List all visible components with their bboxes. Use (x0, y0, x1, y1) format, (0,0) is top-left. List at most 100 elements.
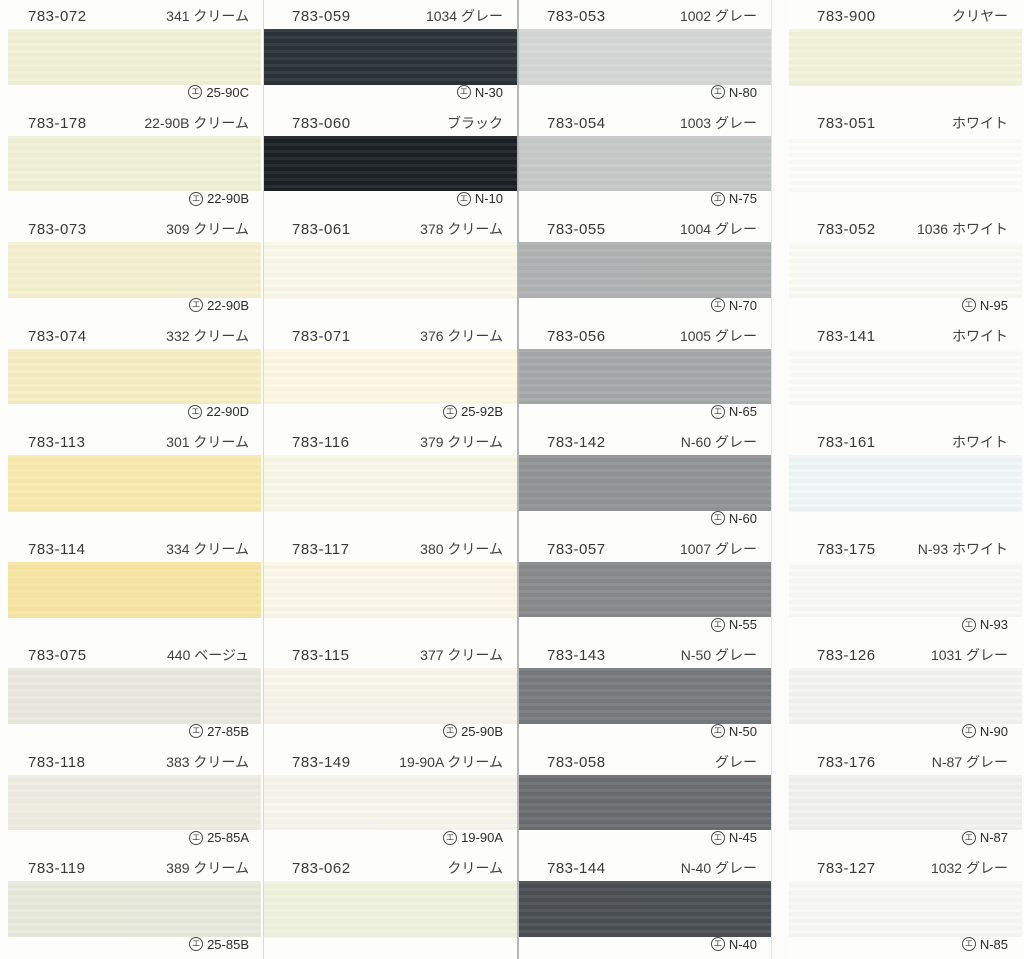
swatch-cell: 783-161ホワイトエ (789, 426, 1022, 533)
swatch-cell: 783-073 309 クリームエ 22-90B (0, 213, 263, 320)
swatch-grade-label: エ 19-90A (264, 830, 517, 852)
swatch-cell: 783-051ホワイトエ (789, 107, 1022, 214)
grade-code: N-60 (728, 510, 757, 526)
swatch-cell-header: 783-052 1036 ホワイト (789, 213, 1022, 242)
grade-code: 25-90C (206, 84, 249, 100)
swatch-cell: 783-052 1036 ホワイトエ N-95 (789, 213, 1022, 320)
swatch-code: 783-114 (28, 540, 86, 558)
circled-e-mark-icon: エ (188, 404, 203, 419)
swatch-cell: 783-059 1034 グレーエ N-30 (264, 0, 517, 107)
swatch-cell-header: 783-059 1034 グレー (264, 0, 517, 29)
grade-code: N-95 (979, 297, 1008, 313)
swatch-cell: 783-119 389 クリームエ 25-85B (0, 852, 263, 959)
swatch-code: 783-057 (547, 540, 606, 558)
swatch-grade-label: エ N-50 (519, 724, 771, 746)
swatch-code: 783-175 (817, 540, 876, 558)
swatch-color-name: 1034 グレー (425, 8, 503, 24)
swatch-grade-label: エ N-55 (519, 617, 771, 639)
circled-e-mark-icon: エ (456, 85, 471, 99)
swatch-grade-label: エ 25-90B (264, 724, 517, 746)
grade-code: N-75 (728, 191, 757, 206)
grade-code: N-40 (728, 936, 757, 952)
swatch-cell-header: 783-073 309 クリーム (0, 213, 263, 242)
swatch-code: 783-149 (292, 753, 351, 771)
grade-code: N-50 (728, 723, 757, 739)
circled-e-mark-icon: エ (710, 191, 725, 206)
grade-code: N-90 (979, 723, 1008, 739)
circled-e-mark-icon: エ (189, 830, 204, 845)
color-swatch (519, 348, 771, 404)
color-swatch (519, 135, 771, 191)
color-swatch (8, 348, 261, 404)
swatch-code: 783-072 (28, 8, 87, 25)
swatch-color-name: 309 クリーム (166, 221, 249, 237)
swatch-code: 783-118 (28, 753, 86, 771)
color-swatch (264, 881, 517, 938)
swatch-code: 783-059 (292, 8, 351, 25)
circled-e-mark-icon: エ (710, 511, 725, 525)
swatch-cell-header: 783-062 クリーム (264, 852, 517, 881)
swatch-cell-header: 783-058 グレー (519, 746, 771, 775)
swatch-cell: 783-055 1004 グレーエ N-70 (519, 213, 771, 320)
circled-e-mark-icon: エ (710, 85, 725, 99)
swatch-code: 783-141 (817, 327, 876, 345)
circled-e-mark-icon: エ (710, 937, 725, 951)
swatch-cell: 783-115 377 クリームエ 25-90B (264, 639, 517, 746)
swatch-cell: 783-057 1007 グレーエ N-55 (519, 533, 771, 640)
column-separator-gap (771, 0, 789, 959)
swatch-grade-label: エ N-75 (519, 191, 771, 213)
circled-e-mark-icon: エ (961, 830, 976, 845)
swatch-cell-header: 783-117 380 クリーム (264, 533, 517, 562)
swatch-grade-label: エ N-87 (789, 830, 1022, 852)
grade-code: 22-90B (207, 297, 249, 313)
swatch-grade-label: エ N-95 (789, 298, 1022, 320)
swatch-code: 783-144 (547, 860, 606, 877)
circled-e-mark-icon: エ (710, 830, 725, 845)
swatch-color-name: N-60 グレー (680, 434, 757, 450)
color-swatch (8, 774, 261, 830)
swatch-grade-label: エ 27-85B (0, 724, 263, 746)
swatch-cell-header: 783-143 N-50 グレー (519, 639, 771, 668)
color-swatch (519, 561, 771, 617)
swatch-cell: 783-071 376 クリームエ 25-92B (264, 320, 517, 427)
swatch-color-name: 341 クリーム (166, 8, 249, 24)
circled-e-mark-icon: エ (189, 298, 204, 312)
circled-e-mark-icon: エ (443, 830, 458, 845)
color-swatch (789, 135, 1022, 192)
color-swatch (789, 348, 1022, 405)
swatch-cell: 783-144 N-40 グレーエ N-40 (519, 852, 771, 959)
swatch-cell: 783-175 N-93 ホワイトエ N-93 (789, 533, 1022, 640)
swatch-code: 783-061 (292, 221, 351, 238)
circled-e-mark-icon: エ (189, 724, 204, 738)
swatch-code: 783-126 (817, 647, 876, 664)
swatch-color-name: 440 ベージュ (167, 647, 249, 663)
swatch-color-name: 1007 グレー (679, 540, 757, 557)
swatch-cell-header: 783-061 378 クリーム (264, 213, 517, 242)
swatch-cell-header: 783-075 440 ベージュ (0, 639, 263, 668)
color-swatch (264, 455, 517, 512)
swatch-grade-label: エ 22-90D (0, 404, 263, 426)
swatch-color-name: クリヤー (952, 8, 1008, 24)
circled-e-mark-icon: エ (456, 191, 471, 206)
color-swatch (8, 455, 261, 512)
swatch-code: 783-119 (28, 860, 86, 877)
color-swatch (789, 455, 1022, 512)
circled-e-mark-icon: エ (961, 724, 976, 738)
grade-code: N-85 (979, 936, 1008, 952)
swatch-color-name: 376 クリーム (420, 327, 503, 344)
swatch-cell: 783-178 22-90B クリームエ 22-90B (0, 107, 263, 214)
swatch-column-2: 783-059 1034 グレーエ N-30 783-060 ブラックエ N-10 783-… (264, 0, 519, 959)
swatch-cell-header: 783-074 332 クリーム (0, 320, 263, 349)
circled-e-mark-icon: エ (961, 617, 976, 632)
swatch-code: 783-117 (292, 540, 350, 558)
swatch-code: 783-055 (547, 221, 606, 238)
grade-code: 25-92B (461, 404, 503, 419)
swatch-color-name: N-50 グレー (680, 647, 757, 663)
swatch-cell: 783-075 440 ベージュエ 27-85B (0, 639, 263, 746)
color-swatch (8, 135, 261, 191)
swatch-cell-header: 783-116 379 クリーム (264, 426, 517, 455)
swatch-color-name: 1004 グレー (679, 221, 757, 237)
swatch-code: 783-062 (292, 860, 351, 877)
